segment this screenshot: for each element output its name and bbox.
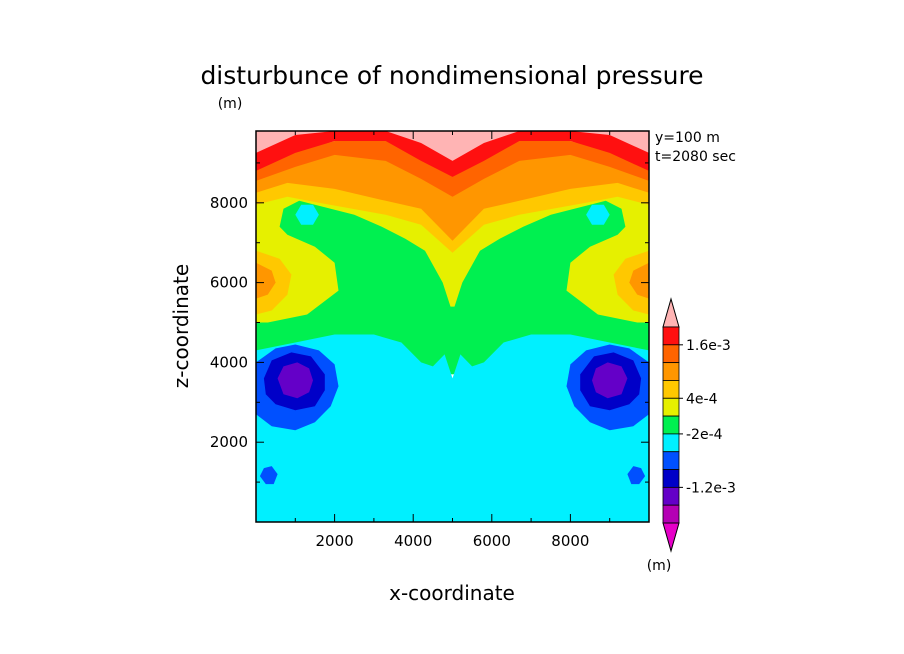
colorbar-swatch bbox=[662, 486, 680, 506]
colorbar-swatch bbox=[662, 344, 680, 364]
colorbar: 1.6e-3 4e-4 -2e-4 -1.2e-3 bbox=[662, 297, 736, 553]
contour-region-green-zone bbox=[256, 200, 649, 375]
x-tick-label: 6000 bbox=[473, 532, 511, 550]
colorbar-tick-label: 4e-4 bbox=[686, 391, 718, 407]
contour-region-purple-left bbox=[277, 362, 313, 399]
contour-region-purple-right bbox=[592, 362, 628, 399]
contour-region-lt-orange-band bbox=[256, 154, 649, 243]
contour-region-cyan-blob-left bbox=[295, 204, 319, 225]
colorbar-tick-label: 1.6e-3 bbox=[686, 338, 731, 354]
contour-region-cyan-blob-right bbox=[586, 204, 610, 225]
colorbar-tick-label: -1.2e-3 bbox=[686, 480, 736, 496]
colorbar-swatch bbox=[662, 469, 680, 488]
x-tick-label: 2000 bbox=[316, 532, 354, 550]
contour-region-lt-orange-right bbox=[629, 262, 649, 299]
colorbar-swatch bbox=[662, 433, 680, 453]
colorbar-swatch bbox=[662, 451, 680, 470]
colorbar-swatch bbox=[662, 397, 680, 417]
colorbar-swatch bbox=[662, 362, 680, 381]
colorbar-unit-label: (m) bbox=[647, 558, 672, 574]
colorbar-swatch bbox=[662, 504, 680, 524]
contour-region-orange-band bbox=[256, 141, 649, 199]
x-tick-label: 4000 bbox=[394, 532, 432, 550]
contour-region-blue-small-right bbox=[627, 466, 646, 485]
y-tick-label: 2000 bbox=[210, 433, 248, 451]
colorbar-swatch bbox=[662, 326, 680, 346]
y-unit-label: (m) bbox=[218, 96, 243, 112]
y-tick-label: 4000 bbox=[210, 353, 248, 371]
contour-region-mustard-band bbox=[256, 182, 649, 255]
y-axis-label: z-coordinate bbox=[169, 264, 193, 388]
y-tick-label: 8000 bbox=[210, 194, 248, 212]
x-axis-label: x-coordinate bbox=[389, 581, 515, 605]
y-tick-label: 6000 bbox=[210, 274, 248, 292]
annotation-t: t=2080 sec bbox=[655, 149, 736, 165]
contour-region-blue-small-left bbox=[259, 466, 278, 485]
contour-region-cyan-zone bbox=[256, 334, 649, 522]
contour-region-lt-orange-left bbox=[256, 262, 276, 299]
annotation-y: y=100 m bbox=[655, 130, 720, 146]
y-axis-ticks: 2000 4000 6000 8000 bbox=[210, 162, 649, 483]
colorbar-top-arrow bbox=[662, 297, 680, 328]
x-tick-label: 8000 bbox=[551, 532, 589, 550]
chart-title: disturbunce of nondimensional pressure bbox=[200, 61, 703, 90]
colorbar-swatch bbox=[662, 415, 680, 435]
x-axis-ticks: 2000 4000 6000 8000 bbox=[294, 131, 611, 550]
contour-fill-regions bbox=[256, 131, 649, 522]
colorbar-bottom-arrow bbox=[662, 522, 680, 553]
contour-region-red-band bbox=[256, 131, 649, 179]
colorbar-tick-label: -2e-4 bbox=[686, 427, 723, 443]
contour-region-top-cap bbox=[256, 131, 649, 171]
colorbar-swatch bbox=[662, 380, 680, 399]
